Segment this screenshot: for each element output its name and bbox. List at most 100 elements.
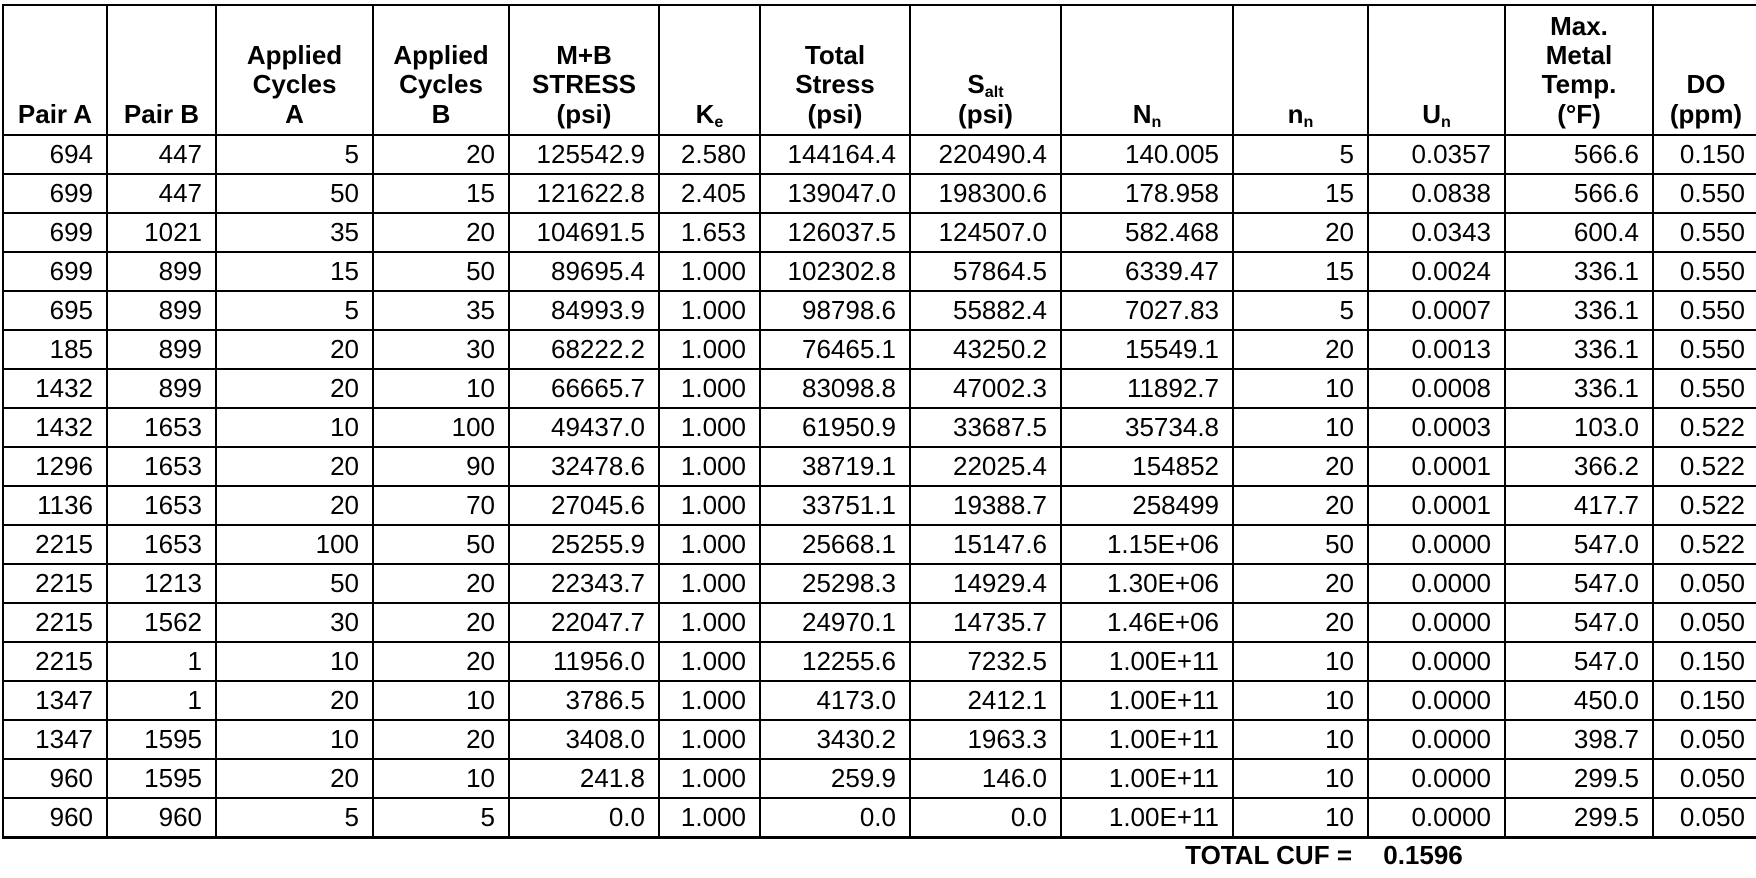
- table-row: 694 447 5 20 125542.9 2.580 144164.4 220490.4 14…: [2, 134, 1756, 175]
- cell-nn_allowable: 11892.7: [1060, 368, 1234, 409]
- cell-un: 0.0000: [1367, 602, 1506, 643]
- cell-nn_allowable: 582.468: [1060, 212, 1234, 253]
- cell-applied_cycles_a: 15: [215, 251, 374, 292]
- col-header-applied-cycles-a: Applied Cycles A: [215, 4, 374, 136]
- cell-applied_cycles_b: 20: [372, 212, 510, 253]
- cell-applied_cycles_a: 20: [215, 485, 374, 526]
- cell-do_ppm: 0.550: [1652, 212, 1756, 253]
- table-row: 2215 1213 50 20 22343.7 1.000 25298.3 14929.4 1.…: [2, 563, 1756, 604]
- table-row: 1347 1 20 10 3786.5 1.000 4173.0 2412.1 1.00E+11…: [2, 680, 1756, 721]
- table-row: 960 960 5 5 0.0 1.000 0.0 0.0 1.00E+11 10 0.0000 29…: [2, 797, 1756, 839]
- table-row: 1136 1653 20 70 27045.6 1.000 33751.1 19388.7 25…: [2, 485, 1756, 526]
- cell-nn_allowable: 7027.83: [1060, 290, 1234, 331]
- cell-ke: 1.000: [658, 719, 761, 760]
- cell-do_ppm: 0.050: [1652, 563, 1756, 604]
- cell-total_stress: 24970.1: [759, 602, 911, 643]
- cell-nn_allowable: 1.00E+11: [1060, 680, 1234, 721]
- cell-ke: 1.000: [658, 680, 761, 721]
- table-footer: TOTAL CUF = 0.1596: [3, 837, 1756, 872]
- cell-total_stress: 102302.8: [759, 251, 911, 292]
- cell-total_stress: 3430.2: [759, 719, 911, 760]
- cell-do_ppm: 0.522: [1652, 407, 1756, 448]
- cell-pair_a: 699: [2, 173, 108, 214]
- cell-mb_stress: 241.8: [508, 758, 660, 799]
- cell-applied_cycles_a: 20: [215, 758, 374, 799]
- cell-pair_b: 1653: [106, 407, 217, 448]
- cell-do_ppm: 0.050: [1652, 797, 1756, 839]
- cell-applied_cycles_a: 5: [215, 797, 374, 839]
- cell-salt: 14929.4: [909, 563, 1062, 604]
- cell-ke: 1.000: [658, 446, 761, 487]
- cell-pair_b: 447: [106, 173, 217, 214]
- cell-ke: 1.000: [658, 758, 761, 799]
- cell-max_metal_temp: 417.7: [1504, 485, 1654, 526]
- cell-max_metal_temp: 547.0: [1504, 563, 1654, 604]
- cell-nn_allowable: 1.00E+11: [1060, 758, 1234, 799]
- cell-pair_b: 1: [106, 680, 217, 721]
- cell-pair_a: 1347: [2, 680, 108, 721]
- table-row: 699 1021 35 20 104691.5 1.653 126037.5 124507.0…: [2, 212, 1756, 253]
- cell-un: 0.0000: [1367, 524, 1506, 565]
- cell-nn_applied: 10: [1232, 368, 1369, 409]
- cell-mb_stress: 49437.0: [508, 407, 660, 448]
- cell-nn_allowable: 6339.47: [1060, 251, 1234, 292]
- cell-un: 0.0008: [1367, 368, 1506, 409]
- cell-pair_a: 699: [2, 251, 108, 292]
- cell-applied_cycles_b: 20: [372, 719, 510, 760]
- cell-max_metal_temp: 299.5: [1504, 758, 1654, 799]
- cell-salt: 33687.5: [909, 407, 1062, 448]
- cell-nn_applied: 20: [1232, 563, 1369, 604]
- table-row: 960 1595 20 10 241.8 1.000 259.9 146.0 1.00E+11 1…: [2, 758, 1756, 799]
- col-header-pair-b: Pair B: [106, 4, 217, 136]
- cell-nn_applied: 5: [1232, 134, 1369, 175]
- cell-total_stress: 25668.1: [759, 524, 911, 565]
- cell-un: 0.0000: [1367, 680, 1506, 721]
- fatigue-usage-table: Pair A Pair B Applied Cycles A Applied C…: [2, 4, 1756, 872]
- cell-nn_applied: 5: [1232, 290, 1369, 331]
- cell-nn_applied: 10: [1232, 758, 1369, 799]
- cell-ke: 1.000: [658, 485, 761, 526]
- cell-do_ppm: 0.550: [1652, 251, 1756, 292]
- cell-mb_stress: 125542.9: [508, 134, 660, 175]
- col-header-ke: Ke: [658, 4, 761, 136]
- cell-ke: 1.000: [658, 524, 761, 565]
- cell-max_metal_temp: 547.0: [1504, 524, 1654, 565]
- cell-ke: 2.405: [658, 173, 761, 214]
- cell-salt: 220490.4: [909, 134, 1062, 175]
- cell-salt: 14735.7: [909, 602, 1062, 643]
- cell-mb_stress: 104691.5: [508, 212, 660, 253]
- cell-un: 0.0000: [1367, 758, 1506, 799]
- cell-pair_b: 1562: [106, 602, 217, 643]
- cell-salt: 55882.4: [909, 290, 1062, 331]
- cell-salt: 43250.2: [909, 329, 1062, 370]
- col-header-un: Un: [1367, 4, 1506, 136]
- cell-do_ppm: 0.522: [1652, 524, 1756, 565]
- cell-do_ppm: 0.050: [1652, 602, 1756, 643]
- fatigue-usage-table-sheet: Pair A Pair B Applied Cycles A Applied C…: [2, 4, 1756, 872]
- cell-applied_cycles_b: 50: [372, 524, 510, 565]
- cell-applied_cycles_a: 20: [215, 446, 374, 487]
- cell-do_ppm: 0.150: [1652, 134, 1756, 175]
- cell-nn_allowable: 140.005: [1060, 134, 1234, 175]
- cell-ke: 1.000: [658, 251, 761, 292]
- cell-pair_b: 899: [106, 290, 217, 331]
- cell-pair_b: 960: [106, 797, 217, 839]
- cell-nn_allowable: 1.00E+11: [1060, 719, 1234, 760]
- cell-do_ppm: 0.150: [1652, 680, 1756, 721]
- cell-mb_stress: 22343.7: [508, 563, 660, 604]
- cell-nn_allowable: 1.30E+06: [1060, 563, 1234, 604]
- table-row: 2215 1 10 20 11956.0 1.000 12255.6 7232.5 1.00E+…: [2, 641, 1756, 682]
- cell-total_stress: 259.9: [759, 758, 911, 799]
- col-header-total-stress: Total Stress (psi): [759, 4, 911, 136]
- cell-pair_b: 1: [106, 641, 217, 682]
- cell-total_stress: 0.0: [759, 797, 911, 839]
- cell-mb_stress: 22047.7: [508, 602, 660, 643]
- table-row: 1347 1595 10 20 3408.0 1.000 3430.2 1963.3 1.00E…: [2, 719, 1756, 760]
- cell-applied_cycles_b: 20: [372, 641, 510, 682]
- table-row: 2215 1562 30 20 22047.7 1.000 24970.1 14735.7 1.…: [2, 602, 1756, 643]
- cell-pair_a: 2215: [2, 641, 108, 682]
- cell-mb_stress: 32478.6: [508, 446, 660, 487]
- cell-pair_b: 1021: [106, 212, 217, 253]
- cell-un: 0.0001: [1367, 485, 1506, 526]
- cell-mb_stress: 3408.0: [508, 719, 660, 760]
